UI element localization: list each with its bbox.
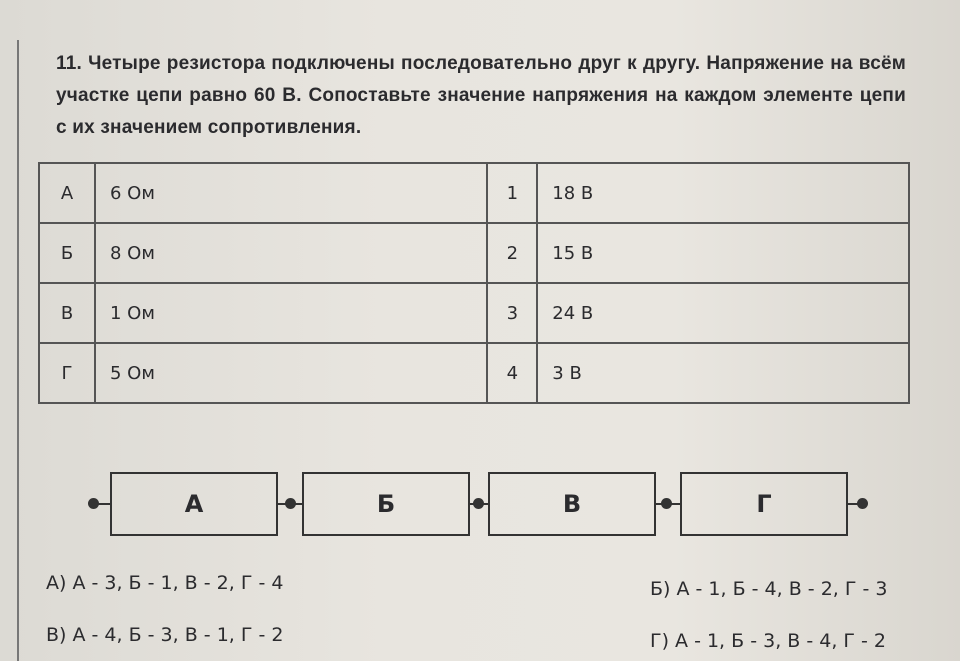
resistance-cell: 8 Ом bbox=[93, 222, 489, 284]
page-margin-line bbox=[17, 40, 19, 661]
table-row: Г 5 Ом 4 3 В bbox=[38, 342, 910, 404]
letter-cell: А bbox=[38, 162, 96, 224]
task-text: 11. Четыре резистора подключены последов… bbox=[56, 53, 906, 138]
number-cell: 3 bbox=[486, 282, 539, 344]
resistor-a: А bbox=[110, 472, 278, 536]
voltage-cell: 18 В bbox=[536, 162, 910, 224]
resistance-cell: 6 Ом bbox=[93, 162, 489, 224]
letter-cell: В bbox=[38, 282, 96, 344]
answer-option-b[interactable]: Б) А - 1, Б - 4, В - 2, Г - 3 bbox=[650, 578, 888, 600]
resistance-cell: 5 Ом bbox=[93, 342, 489, 404]
answer-option-a[interactable]: А) А - 3, Б - 1, В - 2, Г - 4 bbox=[46, 572, 284, 594]
answer-option-v[interactable]: В) А - 4, Б - 3, В - 1, Г - 2 bbox=[46, 624, 284, 646]
matching-table: А 6 Ом 1 18 В Б 8 Ом 2 15 В В 1 Ом 3 24 … bbox=[38, 162, 910, 404]
resistor-g: Г bbox=[680, 472, 848, 536]
voltage-cell: 15 В bbox=[536, 222, 910, 284]
table-row: А 6 Ом 1 18 В bbox=[38, 162, 910, 224]
wire bbox=[848, 503, 860, 505]
voltage-cell: 24 В bbox=[536, 282, 910, 344]
number-cell: 1 bbox=[486, 162, 539, 224]
letter-cell: Г bbox=[38, 342, 96, 404]
number-cell: 4 bbox=[486, 342, 539, 404]
junction-dot bbox=[473, 498, 484, 509]
terminal-dot bbox=[857, 498, 868, 509]
junction-dot bbox=[285, 498, 296, 509]
terminal-dot bbox=[88, 498, 99, 509]
table-row: В 1 Ом 3 24 В bbox=[38, 282, 910, 344]
resistance-cell: 1 Ом bbox=[93, 282, 489, 344]
wire bbox=[95, 503, 111, 505]
circuit-diagram: А Б В Г bbox=[0, 470, 960, 540]
voltage-cell: 3 В bbox=[536, 342, 910, 404]
junction-dot bbox=[661, 498, 672, 509]
number-cell: 2 bbox=[486, 222, 539, 284]
resistor-b: Б bbox=[302, 472, 470, 536]
table-row: Б 8 Ом 2 15 В bbox=[38, 222, 910, 284]
answer-option-g[interactable]: Г) А - 1, Б - 3, В - 4, Г - 2 bbox=[650, 630, 887, 652]
resistor-v: В bbox=[488, 472, 656, 536]
letter-cell: Б bbox=[38, 222, 96, 284]
